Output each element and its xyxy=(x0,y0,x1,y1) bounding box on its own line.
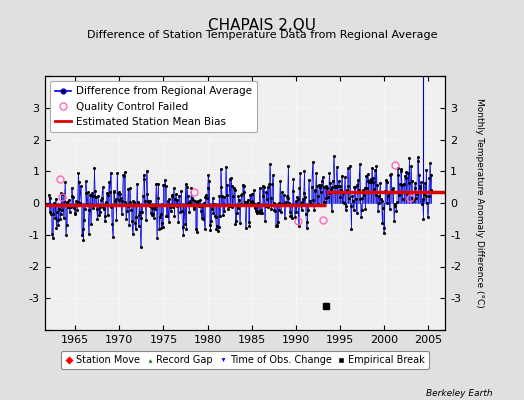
Y-axis label: Monthly Temperature Anomaly Difference (°C): Monthly Temperature Anomaly Difference (… xyxy=(475,98,484,308)
Text: CHAPAIS 2,QU: CHAPAIS 2,QU xyxy=(208,18,316,33)
Legend: Station Move, Record Gap, Time of Obs. Change, Empirical Break: Station Move, Record Gap, Time of Obs. C… xyxy=(61,351,429,369)
Text: Berkeley Earth: Berkeley Earth xyxy=(426,389,493,398)
Legend: Difference from Regional Average, Quality Control Failed, Estimated Station Mean: Difference from Regional Average, Qualit… xyxy=(50,81,257,132)
Text: Difference of Station Temperature Data from Regional Average: Difference of Station Temperature Data f… xyxy=(87,30,437,40)
